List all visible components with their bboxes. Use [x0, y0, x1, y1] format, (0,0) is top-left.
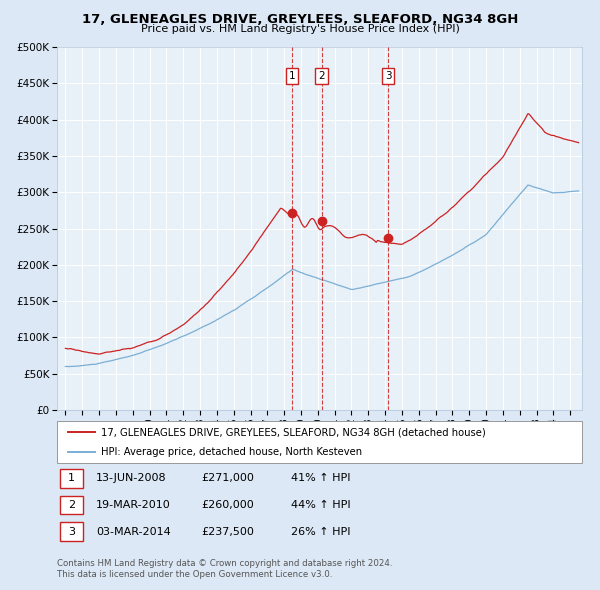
Text: £271,000: £271,000	[201, 474, 254, 483]
Text: 13-JUN-2008: 13-JUN-2008	[96, 474, 167, 483]
Text: 41% ↑ HPI: 41% ↑ HPI	[291, 474, 350, 483]
Text: HPI: Average price, detached house, North Kesteven: HPI: Average price, detached house, Nort…	[101, 447, 362, 457]
Text: 26% ↑ HPI: 26% ↑ HPI	[291, 527, 350, 536]
Text: 1: 1	[289, 71, 295, 81]
Text: 2: 2	[68, 500, 75, 510]
Text: Contains HM Land Registry data © Crown copyright and database right 2024.: Contains HM Land Registry data © Crown c…	[57, 559, 392, 568]
Text: 44% ↑ HPI: 44% ↑ HPI	[291, 500, 350, 510]
Text: 17, GLENEAGLES DRIVE, GREYLEES, SLEAFORD, NG34 8GH (detached house): 17, GLENEAGLES DRIVE, GREYLEES, SLEAFORD…	[101, 427, 485, 437]
Text: 3: 3	[68, 527, 75, 536]
Text: 1: 1	[68, 474, 75, 483]
Text: 2: 2	[318, 71, 325, 81]
Text: This data is licensed under the Open Government Licence v3.0.: This data is licensed under the Open Gov…	[57, 571, 332, 579]
Text: Price paid vs. HM Land Registry's House Price Index (HPI): Price paid vs. HM Land Registry's House …	[140, 24, 460, 34]
Text: 03-MAR-2014: 03-MAR-2014	[96, 527, 171, 536]
Text: £237,500: £237,500	[201, 527, 254, 536]
Text: 19-MAR-2010: 19-MAR-2010	[96, 500, 171, 510]
Text: 17, GLENEAGLES DRIVE, GREYLEES, SLEAFORD, NG34 8GH: 17, GLENEAGLES DRIVE, GREYLEES, SLEAFORD…	[82, 13, 518, 26]
Text: 3: 3	[385, 71, 391, 81]
Text: £260,000: £260,000	[201, 500, 254, 510]
